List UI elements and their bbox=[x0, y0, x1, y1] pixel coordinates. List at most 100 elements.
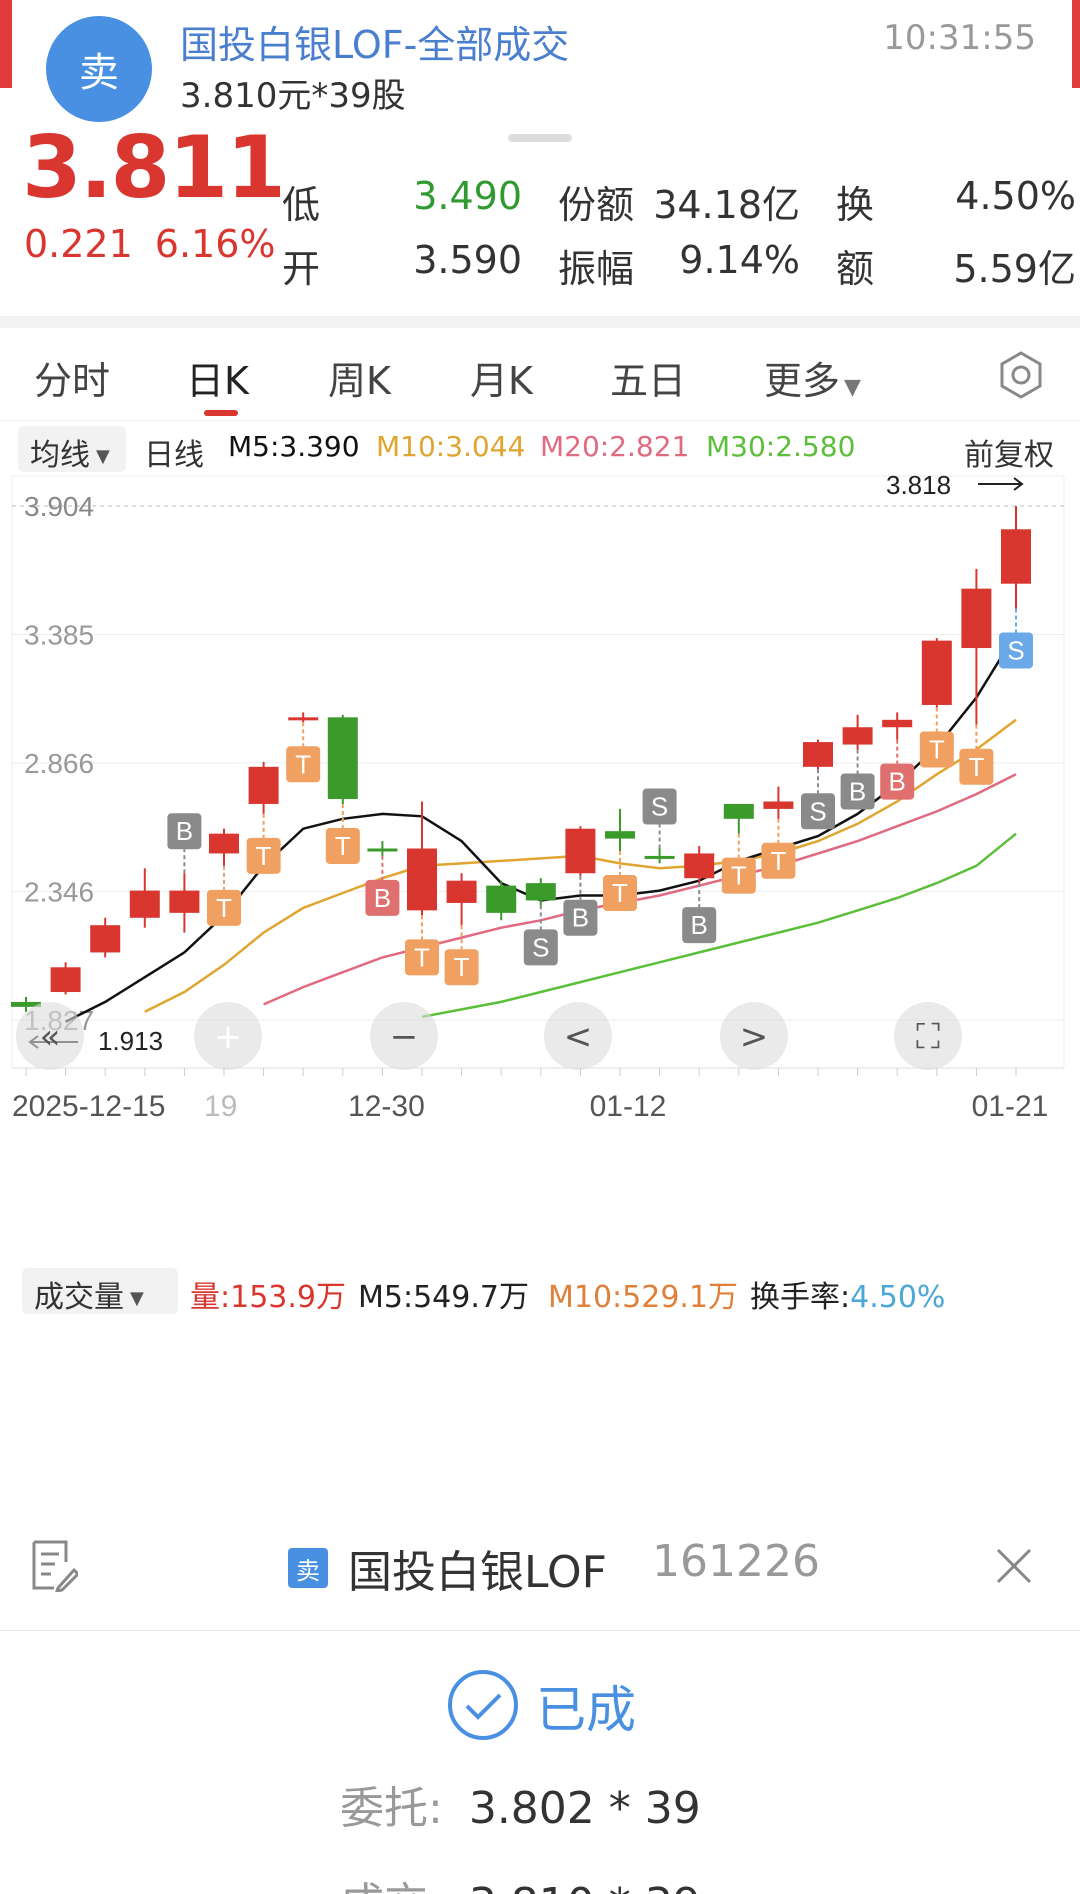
candle-body bbox=[169, 890, 200, 913]
trade-marker[interactable] bbox=[444, 949, 479, 986]
trade-marker-label: T bbox=[770, 846, 786, 876]
candle-body bbox=[1001, 529, 1031, 584]
amplitude-value: 9.14% bbox=[679, 238, 800, 282]
zoom-in-icon: + bbox=[214, 1017, 243, 1057]
candle-body bbox=[882, 719, 913, 728]
tab-daily-k[interactable]: 日K bbox=[186, 359, 249, 403]
ma-type-dropdown[interactable]: 均线 ▼ bbox=[18, 426, 126, 473]
trade-marker[interactable] bbox=[207, 889, 241, 926]
trade-marker[interactable] bbox=[325, 827, 360, 864]
trade-marker[interactable] bbox=[167, 813, 202, 850]
fullscreen-button[interactable] bbox=[894, 1002, 962, 1070]
trade-marker[interactable] bbox=[721, 857, 756, 894]
order-status: 已成 bbox=[536, 1681, 636, 1739]
collapse-left-button[interactable] bbox=[16, 1002, 84, 1070]
trade-marker[interactable] bbox=[603, 874, 637, 911]
trade-marker[interactable] bbox=[801, 793, 835, 830]
check-circle-icon bbox=[448, 1670, 518, 1740]
indicator-dropdown[interactable]: 成交量 ▼ bbox=[22, 1268, 178, 1315]
trade-marker-label: T bbox=[335, 831, 351, 861]
candle-body bbox=[11, 1001, 41, 1007]
x-tick-label: 01-12 bbox=[590, 1090, 667, 1123]
security-code: 161226 bbox=[652, 1536, 820, 1587]
ma20-legend: M20:2.821 bbox=[540, 430, 690, 463]
trade-marker[interactable] bbox=[405, 939, 439, 976]
ma20-line bbox=[263, 773, 1017, 1006]
turnover-value: 4.50% bbox=[955, 174, 1076, 218]
entrust-row: 委托: 3.802 * 39 bbox=[340, 1772, 701, 1836]
share-label: 份额 bbox=[558, 183, 635, 227]
notification-edge-right bbox=[1072, 0, 1080, 88]
trade-marker-label: T bbox=[256, 841, 272, 871]
order-detail-sheet: 卖 国投白银LOF 161226 已成 委托: 3.802 * 39 成交: 3.8… bbox=[0, 1500, 1080, 1894]
zoom-in-button[interactable] bbox=[194, 1002, 262, 1070]
trade-marker-label: B bbox=[889, 767, 906, 797]
x-tick-label: 12-30 bbox=[348, 1090, 425, 1123]
sheet-divider bbox=[0, 1630, 1080, 1631]
candle-body bbox=[327, 717, 358, 800]
tab-five-day[interactable]: 五日 bbox=[610, 359, 687, 403]
sell-badge-icon: 卖 bbox=[46, 16, 152, 122]
open-value: 3.590 bbox=[413, 238, 522, 282]
trade-marker[interactable] bbox=[365, 879, 400, 916]
trade-marker[interactable] bbox=[999, 632, 1033, 669]
trade-marker[interactable] bbox=[523, 929, 558, 966]
candlestick-chart[interactable]: 3.9043.3852.8662.3461.827BTTTTBTTSBTSBTT… bbox=[0, 470, 1080, 1260]
drag-handle[interactable] bbox=[508, 134, 572, 142]
trade-marker[interactable] bbox=[642, 788, 677, 825]
order-notification[interactable]: 卖 国投白银LOF-全部成交 3.810元*39股 10:31:55 bbox=[0, 0, 1080, 122]
tab-divider bbox=[0, 420, 1080, 421]
trade-marker-label: S bbox=[651, 792, 668, 822]
trade-marker-label: B bbox=[374, 883, 391, 913]
notification-subtitle: 3.810元*39股 bbox=[180, 76, 406, 116]
tab-intraday[interactable]: 分时 bbox=[34, 359, 111, 403]
trade-marker[interactable] bbox=[563, 899, 598, 936]
fullscreen-icon: ⛶ bbox=[916, 1017, 940, 1057]
trade-marker[interactable] bbox=[246, 837, 281, 874]
scroll-left-button[interactable] bbox=[544, 1002, 612, 1070]
zoom-out-button[interactable] bbox=[370, 1002, 438, 1070]
trade-marker-label: T bbox=[216, 893, 232, 923]
notification-title: 国投白银LOF-全部成交 bbox=[180, 23, 570, 67]
trade-marker[interactable] bbox=[286, 746, 321, 783]
chevron-down-icon: ▼ bbox=[844, 375, 861, 400]
low-label: 低 bbox=[282, 183, 321, 227]
candle-body bbox=[842, 727, 873, 745]
candle-body bbox=[763, 801, 794, 809]
trade-marker-label: S bbox=[532, 932, 549, 962]
scroll-left-icon: < bbox=[564, 1017, 593, 1057]
candle-body bbox=[525, 883, 556, 901]
settings-gear-icon[interactable] bbox=[996, 350, 1046, 400]
tab-weekly-k[interactable]: 周K bbox=[328, 359, 391, 403]
trade-marker-label: S bbox=[809, 796, 826, 826]
trade-marker[interactable] bbox=[682, 907, 717, 944]
scroll-right-icon: > bbox=[740, 1017, 769, 1057]
ma5-legend: M5:3.390 bbox=[228, 430, 360, 463]
trade-marker[interactable] bbox=[919, 731, 954, 768]
scroll-right-button[interactable] bbox=[720, 1002, 788, 1070]
adjust-mode[interactable]: 前复权 bbox=[964, 438, 1054, 473]
candle-body bbox=[288, 717, 319, 721]
trade-marker[interactable] bbox=[840, 773, 875, 810]
change-amount: 0.221 bbox=[24, 222, 133, 266]
trade-marker[interactable] bbox=[880, 763, 915, 800]
notification-time: 10:31:55 bbox=[883, 18, 1036, 58]
candle-body bbox=[248, 766, 279, 804]
candle-body bbox=[803, 742, 833, 767]
close-icon[interactable] bbox=[994, 1546, 1034, 1586]
tab-more[interactable]: 更多 ▼ bbox=[764, 350, 861, 405]
change-percent: 6.16% bbox=[154, 222, 276, 266]
tab-monthly-k[interactable]: 月K bbox=[470, 359, 533, 403]
document-edit-icon[interactable] bbox=[30, 1538, 78, 1592]
candle-body bbox=[684, 853, 715, 879]
trade-marker-label: T bbox=[295, 749, 311, 779]
turnover-rate-value: 4.50% bbox=[850, 1280, 946, 1315]
min-price-label: 1.913 bbox=[98, 1026, 163, 1056]
trade-marker-label: T bbox=[414, 942, 430, 972]
trade-marker-label: B bbox=[572, 903, 589, 933]
trade-marker[interactable] bbox=[761, 842, 796, 879]
trade-marker-label: T bbox=[968, 752, 984, 782]
deal-label: 成交: bbox=[340, 1879, 443, 1894]
max-arrow-icon bbox=[978, 477, 1024, 491]
trade-marker[interactable] bbox=[959, 748, 994, 785]
